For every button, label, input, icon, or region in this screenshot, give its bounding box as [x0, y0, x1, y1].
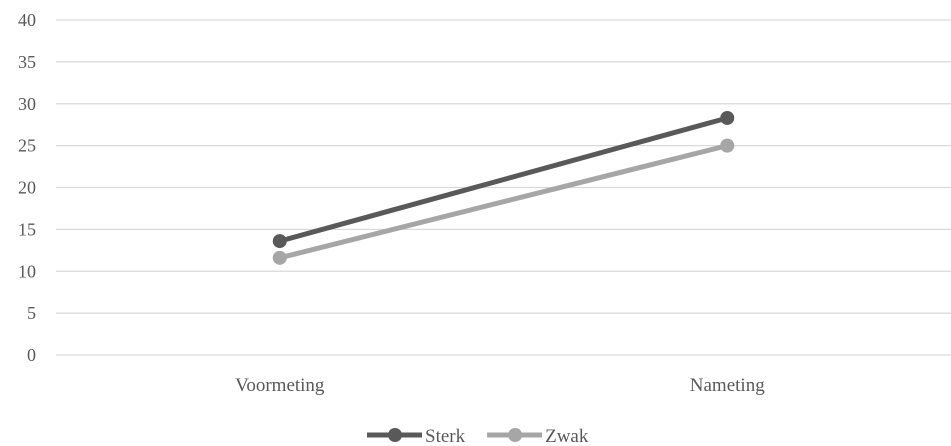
y-tick-label: 10	[18, 261, 36, 281]
series-line	[277, 143, 730, 261]
x-category-label: Voormeting	[235, 375, 325, 396]
y-tick-label: 25	[18, 136, 36, 156]
y-tick-label: 30	[18, 94, 36, 114]
y-tick-label: 5	[27, 303, 36, 323]
legend-item-sterk: Sterk	[367, 426, 466, 446]
gridlines	[56, 19, 951, 356]
series-lines	[272, 110, 735, 265]
legend: Sterk Zwak	[367, 426, 589, 446]
data-point	[720, 110, 735, 125]
x-axis-categories: Voormeting Nameting	[235, 375, 765, 396]
y-tick-label: 0	[27, 345, 36, 365]
y-tick-label: 40	[18, 10, 36, 30]
y-tick-label: 15	[18, 219, 36, 239]
data-point	[272, 234, 287, 249]
series-zwak	[272, 138, 735, 265]
y-tick-label: 20	[18, 178, 36, 198]
legend-swatch-marker	[388, 428, 402, 442]
legend-label: Sterk	[425, 426, 466, 446]
legend-label: Zwak	[545, 426, 589, 446]
data-point	[272, 250, 287, 265]
data-point	[720, 138, 735, 153]
legend-swatch-marker	[508, 428, 523, 442]
y-tick-label: 35	[18, 52, 36, 72]
legend-item-zwak: Zwak	[487, 426, 589, 446]
series-sterk	[272, 110, 735, 249]
series-line	[277, 115, 730, 244]
y-axis-ticks: 0 5 10 15 20 25 30 35 40	[18, 10, 36, 365]
x-category-label: Nameting	[690, 375, 765, 396]
